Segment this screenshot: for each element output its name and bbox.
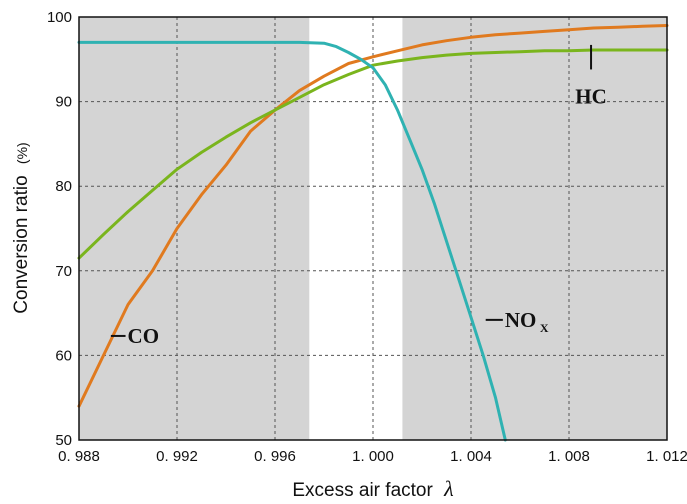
x-axis-label: Excess air factor <box>292 480 433 501</box>
x-tick-label: 1. 004 <box>450 448 492 465</box>
series-line-nox <box>77 40 507 442</box>
x-tick-label: 1. 012 <box>646 448 687 465</box>
series-line-co <box>77 24 669 408</box>
y-tick-label: 50 <box>55 432 72 449</box>
y-axis-title: Conversion ratio (%) <box>11 142 32 313</box>
x-tick-label: 1. 008 <box>548 448 590 465</box>
series-line-hc <box>77 48 669 260</box>
plot-border <box>78 16 668 441</box>
window-band-fill <box>309 17 403 440</box>
y-tick-label: 80 <box>55 178 72 195</box>
series-labels: CO HC NO X <box>110 44 607 348</box>
x-tick-label: 0. 988 <box>58 448 100 465</box>
series-lines <box>77 24 669 442</box>
y-tick-label: 90 <box>55 94 72 111</box>
y-tick-label: 60 <box>55 347 72 364</box>
stoichiometric-window-band <box>309 17 403 440</box>
x-tick-label: 1. 000 <box>352 448 394 465</box>
x-axis-ticks: 0. 988 0. 992 0. 996 1. 000 1. 004 1. 008 1. 0… <box>58 448 687 465</box>
y-tick-label: 100 <box>47 9 72 26</box>
hc-series-label: HC <box>575 84 607 108</box>
x-tick-label: 0. 996 <box>254 448 296 465</box>
y-axis-unit: (%) <box>14 142 30 164</box>
nox-series-label-subscript: X <box>540 321 549 335</box>
y-axis-label: Conversion ratio <box>11 175 32 313</box>
plot-frame <box>78 16 668 441</box>
co-series-label: CO <box>128 324 160 348</box>
x-tick-label: 0. 992 <box>156 448 198 465</box>
nox-series-label: NO <box>505 308 536 332</box>
x-axis-lambda-symbol: λ <box>443 476 454 501</box>
y-axis-ticks: 50 60 70 80 90 100 <box>47 9 72 449</box>
y-tick-label: 70 <box>55 263 72 280</box>
x-axis-title: Excess air factor λ <box>292 476 453 501</box>
